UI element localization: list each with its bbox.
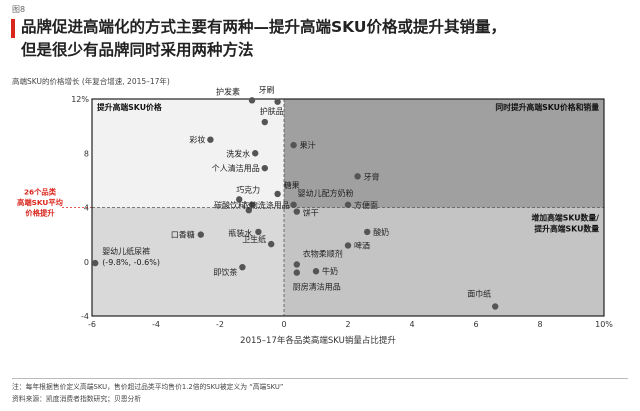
x-tick-label: 6 (473, 320, 478, 329)
x-tick-label: -2 (216, 320, 224, 329)
data-label: 果汁 (300, 140, 316, 150)
data-point (492, 303, 499, 310)
x-tick-label: 2 (345, 320, 350, 329)
title-accent-bar (11, 19, 15, 38)
quadrant-label-top-right: 同时提升高端SKU价格和销量 (495, 102, 599, 112)
x-tick-label: -6 (88, 320, 96, 329)
data-label: 牛奶 (322, 266, 338, 276)
data-point (248, 97, 256, 104)
y-tick-label: 8 (84, 149, 89, 158)
data-point (293, 261, 300, 268)
data-point (239, 263, 246, 271)
figure-title: 品牌促进高端化的方式主要有两种—提升高端SKU价格或提升其销量， 但是很少有品牌… (21, 16, 506, 62)
data-label: 衣物柔顺剂 (303, 248, 343, 258)
x-tick-label: 10% (595, 320, 613, 329)
y-tick-label: -4 (81, 312, 89, 321)
data-label: 婴幼儿配方奶粉 (298, 188, 354, 198)
data-point (364, 228, 371, 236)
data-label: 面巾纸 (467, 289, 491, 299)
data-point (312, 268, 320, 275)
plot-frame (91, 98, 605, 317)
footnote: 注：每年根据售价定义高端SKU，售价超过品类平均售价1.2倍的SKU被定义为 “… (12, 383, 284, 391)
data-point (344, 201, 352, 208)
data-label: 牙刷 (259, 86, 275, 95)
data-label: 彩妆 (189, 135, 205, 145)
data-label: 酸奶 (373, 227, 389, 237)
data-point (261, 164, 268, 172)
data-point (236, 196, 243, 203)
data-point (354, 173, 361, 180)
data-point (344, 242, 352, 249)
data-label: 即饮茶 (213, 267, 237, 277)
data-label: 口香糖 (171, 230, 195, 240)
data-label: 护发素 (216, 86, 240, 96)
data-label: 婴幼儿纸尿裤 (102, 246, 150, 256)
figure-label: 图8 (12, 5, 26, 14)
data-point (92, 259, 99, 267)
data-label: 碳酸饮料 (214, 200, 246, 210)
data-point (268, 240, 275, 248)
data-point (248, 201, 256, 208)
data-label: 瓶装水 (228, 228, 252, 238)
data-point (261, 118, 268, 126)
title-line-1: 品牌促进高端化的方式主要有两种—提升高端SKU价格或提升其销量， (21, 18, 506, 36)
quadrant-top-right (284, 99, 604, 208)
source-note: 资料来源：凯度消费者指数研究；贝恩分析 (12, 395, 142, 403)
data-point (290, 141, 297, 149)
data-label: 饼干 (303, 208, 319, 218)
footer-divider (12, 378, 628, 379)
quadrant-label-bottom-right: 提升高端SKU数量 (534, 224, 599, 234)
data-point (274, 190, 281, 198)
data-label: 巧克力 (236, 184, 260, 194)
data-point (293, 208, 300, 215)
y-axis-title: 高端SKU的价格增长 (年复合增速, 2015–17年) (12, 77, 170, 86)
data-point (197, 231, 204, 238)
y-tick-label: 4 (84, 204, 89, 213)
data-label: 护肤品 (260, 106, 284, 116)
y-tick-label: 0 (84, 258, 89, 267)
reference-label-line: 高端SKU平均 (17, 198, 63, 207)
quadrant-label-top-left: 提升高端SKU价格 (97, 102, 162, 112)
data-label: 啤酒 (354, 240, 370, 250)
y-tick-label: 12% (71, 95, 89, 104)
x-tick-label: 4 (409, 320, 414, 329)
data-point (274, 98, 281, 105)
x-tick-label: -4 (152, 320, 160, 329)
data-point (252, 150, 259, 157)
data-label: 个人清洁用品 (212, 163, 260, 173)
data-point (255, 228, 262, 236)
quadrant-label-bottom-right: 增加高端SKU数量/ (532, 213, 600, 223)
data-label: 牙膏 (364, 171, 380, 181)
data-label: 卫生纸 (242, 234, 266, 244)
quadrant-bottom-right (284, 207, 604, 316)
reference-label-line: 26个品类 (24, 188, 57, 197)
data-point (245, 207, 252, 214)
quadrant-bottom-left (92, 207, 284, 316)
x-tick-label: 0 (281, 320, 286, 329)
data-label: 洗发水 (226, 148, 250, 158)
data-point (207, 136, 214, 143)
data-label: 衣物洗涤用品 (242, 200, 290, 210)
x-axis-title: 2015–17年各品类高端SKU销量占比提升 (240, 335, 396, 346)
data-label: 厨房清洁用品 (293, 282, 341, 292)
data-point (293, 269, 300, 276)
data-label: 方便面 (354, 200, 378, 210)
data-sublabel: (-9.8%, -0.6%) (102, 258, 160, 267)
data-point (290, 201, 297, 208)
title-line-2: 但是很少有品牌同时采用两种方法 (21, 41, 254, 59)
reference-label-line: 价格提升 (25, 209, 55, 218)
data-label: 糖果 (284, 180, 300, 190)
x-tick-label: 8 (537, 320, 542, 329)
